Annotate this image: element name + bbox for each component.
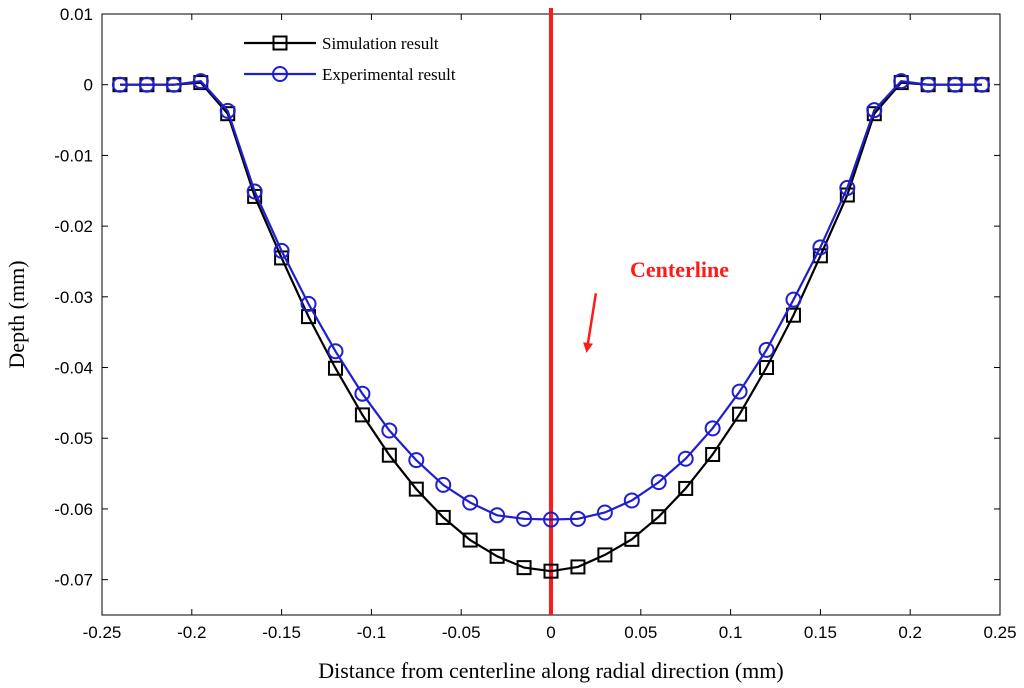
data-point: [462, 494, 479, 511]
data-point: [354, 385, 371, 402]
x-axis: -0.25 -0.2 -0.15 -0.1 -0.05 0 0.05 0.1 0.15 0.2 0.…: [83, 14, 1017, 642]
data-point: [597, 547, 613, 563]
y-axis: 0.01 0 -0.01 -0.02 -0.03 -0.04 -0.05 -0.06 -0.07: [54, 5, 1000, 590]
y-tick-label: -0.06: [54, 500, 93, 519]
y-tick-label: -0.05: [54, 429, 93, 448]
data-point: [381, 422, 398, 439]
y-tick-label: -0.01: [54, 146, 93, 165]
data-point: [246, 183, 263, 200]
data-point: [677, 450, 694, 467]
legend-entry: Simulation result: [244, 34, 439, 53]
data-point: [516, 560, 532, 576]
data-point: [569, 510, 586, 527]
data-point: [759, 360, 775, 376]
x-tick-label: 0.25: [983, 623, 1016, 642]
legend: Simulation result Experimental result: [244, 34, 456, 84]
legend-marker: [272, 66, 288, 82]
legend-label: Simulation result: [322, 34, 439, 53]
data-point: [839, 179, 856, 196]
data-point: [300, 295, 317, 312]
data-point: [678, 480, 694, 496]
centerline-label: Centerline: [630, 257, 729, 282]
data-point: [327, 360, 343, 376]
data-point: [785, 291, 802, 308]
data-point: [624, 531, 640, 547]
data-point: [435, 476, 452, 493]
data-point: [165, 76, 182, 93]
data-point: [543, 563, 559, 579]
y-axis-title: Depth (mm): [4, 260, 29, 368]
centerline-arrow: [583, 293, 598, 353]
legend-marker: [272, 35, 288, 51]
data-point: [920, 76, 937, 93]
y-tick-label: 0: [84, 76, 93, 95]
data-point: [543, 511, 559, 528]
series-line: [120, 80, 982, 521]
data-point: [192, 73, 209, 90]
data-point: [731, 383, 748, 400]
data-point: [570, 559, 586, 575]
series-experimental: [111, 73, 991, 528]
data-point: [219, 102, 236, 119]
series-layer: [111, 73, 991, 579]
x-tick-label: 0.2: [898, 623, 922, 642]
x-tick-label: 0.05: [624, 623, 657, 642]
data-point: [489, 548, 505, 564]
data-point: [732, 406, 748, 422]
y-tick-label: -0.07: [54, 571, 93, 590]
data-point: [866, 102, 883, 119]
data-point: [138, 76, 155, 93]
data-point: [327, 343, 344, 360]
data-point: [650, 474, 667, 491]
data-point: [354, 407, 370, 423]
data-point: [408, 481, 424, 497]
data-point: [974, 76, 991, 93]
data-point: [947, 76, 964, 93]
data-point: [623, 492, 640, 509]
x-tick-label: -0.1: [357, 623, 386, 642]
data-point: [596, 504, 613, 521]
data-point: [462, 532, 478, 548]
series-line: [120, 81, 982, 573]
x-tick-label: 0: [546, 623, 555, 642]
x-tick-label: -0.25: [83, 623, 122, 642]
data-point: [408, 452, 425, 469]
y-tick-label: 0.01: [60, 5, 93, 24]
data-point: [758, 341, 775, 358]
x-tick-label: 0.1: [719, 623, 743, 642]
centerline-annotation: Centerline: [583, 257, 729, 353]
data-point: [516, 510, 533, 527]
x-tick-label: 0.15: [804, 623, 837, 642]
y-tick-label: -0.02: [54, 217, 93, 236]
legend-entry: Experimental result: [244, 65, 456, 84]
data-point: [381, 447, 397, 463]
y-tick-label: -0.03: [54, 288, 93, 307]
data-point: [812, 239, 829, 256]
data-point: [704, 420, 721, 437]
x-tick-label: -0.15: [262, 623, 301, 642]
data-point: [785, 307, 801, 323]
x-axis-title: Distance from centerline along radial di…: [318, 658, 783, 683]
x-tick-label: -0.2: [177, 623, 206, 642]
data-point: [273, 242, 290, 259]
data-point: [489, 507, 506, 524]
data-point: [893, 73, 910, 90]
x-tick-label: -0.05: [442, 623, 481, 642]
y-tick-label: -0.04: [54, 359, 93, 378]
data-point: [435, 509, 451, 525]
data-point: [705, 446, 721, 462]
legend-label: Experimental result: [322, 65, 456, 84]
data-point: [111, 76, 128, 93]
data-point: [651, 509, 667, 525]
